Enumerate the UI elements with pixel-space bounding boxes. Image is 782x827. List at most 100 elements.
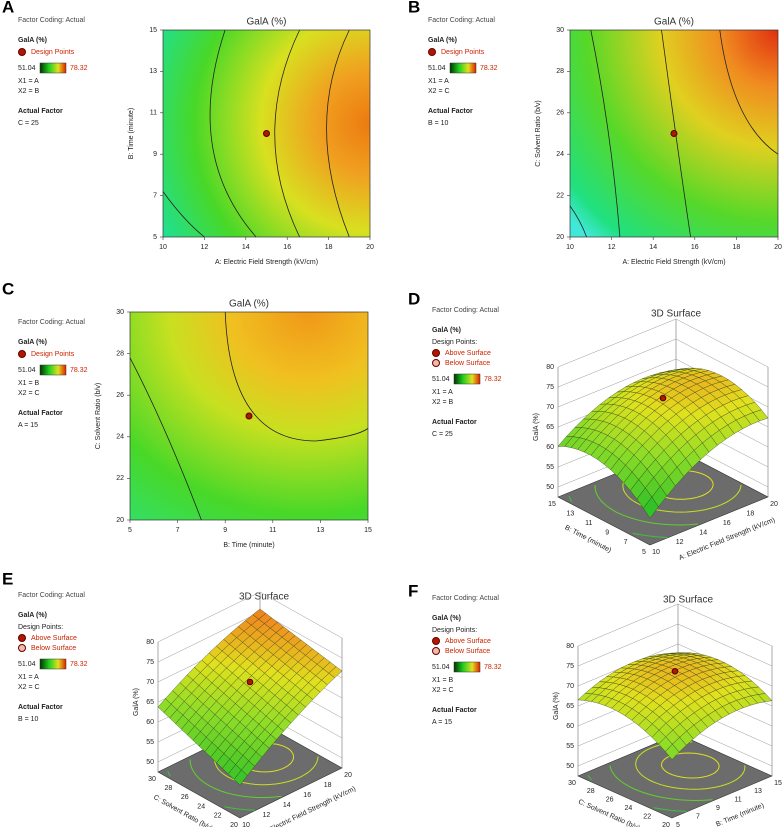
wall-grid-line (557, 338, 677, 388)
panel-letter: A (2, 0, 14, 16)
floor-tick-label: 15 (548, 501, 556, 508)
factor-title: Actual Factor (18, 704, 63, 711)
x-tick-label: 14 (242, 244, 250, 251)
design-point-marker (428, 48, 436, 56)
floor-tick-label: 14 (283, 802, 291, 809)
design-point-label: Design Points (31, 351, 75, 358)
floor-tick-label: 22 (214, 813, 222, 820)
range-high: 78.32 (484, 664, 502, 671)
legend-title: GalA (%) (428, 37, 457, 44)
floor-tick-label: 16 (723, 520, 731, 527)
design-point (245, 412, 253, 420)
color-bar (39, 658, 67, 670)
wall-grid-line (557, 318, 677, 368)
x1-assignment: X1 = A (18, 674, 39, 681)
x-tick-label: 20 (366, 244, 374, 251)
design-point-marker (432, 637, 440, 645)
contour-line (326, 29, 350, 238)
range-low: 51.04 (18, 367, 36, 374)
x1-assignment: X1 = B (18, 380, 40, 387)
x-tick-label: 10 (566, 244, 574, 251)
floor-tick-label: 20 (230, 822, 238, 827)
floor-contour (587, 774, 687, 812)
design-point-marker (18, 634, 26, 642)
factor-coding: Factor Coding: Actual (428, 17, 495, 24)
floor-contour (660, 752, 720, 779)
x-tick-label: 15 (364, 527, 372, 534)
floor-tick-label: 20 (344, 772, 352, 779)
y-tick-label: 11 (150, 110, 157, 117)
contour-line (129, 357, 202, 521)
x-tick-label: 9 (223, 527, 227, 534)
y-tick-label: 22 (556, 192, 564, 199)
z-tick-label: 65 (146, 699, 154, 706)
contour-line (224, 311, 369, 442)
y-tick-label: 7 (153, 192, 157, 199)
z-tick-label: 80 (146, 639, 154, 646)
wall-grid-line (157, 611, 261, 663)
y-tick-label: 24 (556, 151, 564, 158)
design-point-marker (432, 359, 440, 367)
legend-title: GalA (%) (18, 612, 47, 619)
color-bar (453, 661, 481, 673)
floor-tick-label: 20 (770, 501, 778, 508)
floor-tick-label: 15 (774, 780, 782, 787)
floor-tick-label: 13 (567, 510, 575, 517)
design-point-marker (18, 48, 26, 56)
floor-tick-label: 28 (165, 785, 173, 792)
y-axis-label: B: Time (minute) (128, 108, 135, 159)
y-axis-label: C: Solvent Ratio (b/v) (95, 383, 102, 450)
range-high: 78.32 (70, 367, 88, 374)
floor-tick-label: 12 (263, 812, 271, 819)
z-tick-label: 60 (566, 723, 574, 730)
design-point-label: Below Surface (31, 645, 76, 652)
x1-assignment: X1 = B (432, 677, 454, 684)
floor-tick-label: 22 (643, 813, 651, 820)
floor-tick-label: 24 (197, 803, 205, 810)
color-bar (453, 373, 481, 385)
factor-title: Actual Factor (18, 410, 63, 417)
x-tick-label: 5 (128, 527, 132, 534)
factor-value: B = 10 (18, 716, 39, 723)
z-tick-label: 80 (546, 364, 554, 371)
plot-title: 3D Surface (651, 309, 701, 320)
y-tick-label: 26 (116, 392, 124, 399)
x-tick-label: 12 (608, 244, 616, 251)
factor-value: B = 10 (428, 120, 449, 127)
z-tick-label: 75 (546, 384, 554, 391)
y-tick-label: 28 (116, 350, 124, 357)
z-tick-label: 50 (566, 763, 574, 770)
floor-tick-label: 20 (662, 822, 670, 827)
z-tick-label: 60 (146, 719, 154, 726)
contour-line (569, 205, 587, 238)
y-tick-label: 26 (556, 110, 564, 117)
design-point-marker (432, 647, 440, 655)
color-bar (39, 364, 67, 376)
factor-title: Actual Factor (18, 108, 63, 115)
legend-title: GalA (%) (432, 327, 461, 334)
design-point (263, 130, 270, 137)
floor-tick-label: 10 (242, 822, 250, 827)
factor-value: A = 15 (432, 719, 452, 726)
design-point-label: Above Surface (445, 350, 491, 357)
x-tick-label: 16 (691, 244, 699, 251)
factor-coding: Factor Coding: Actual (18, 592, 85, 599)
wall-grid-line (259, 591, 343, 639)
z-tick-label: 70 (546, 404, 554, 411)
design-point-label: Above Surface (31, 635, 77, 642)
color-bar (449, 62, 477, 74)
y-axis-label: C: Solvent Ratio (b/v) (535, 100, 542, 167)
panel-letter: F (408, 581, 418, 600)
floor-tick-label: 30 (148, 776, 156, 783)
x-tick-label: 11 (269, 527, 276, 534)
z-tick-label: 55 (566, 743, 574, 750)
floor-tick-label: 5 (642, 549, 646, 556)
contour-line (719, 29, 779, 155)
range-low: 51.04 (428, 65, 446, 72)
floor-tick-label: 26 (606, 797, 614, 804)
x2-assignment: X2 = C (432, 687, 454, 694)
z-tick-label: 60 (546, 444, 554, 451)
z-tick-label: 50 (546, 484, 554, 491)
factor-value: C = 25 (18, 120, 39, 127)
z-tick-label: 65 (566, 703, 574, 710)
